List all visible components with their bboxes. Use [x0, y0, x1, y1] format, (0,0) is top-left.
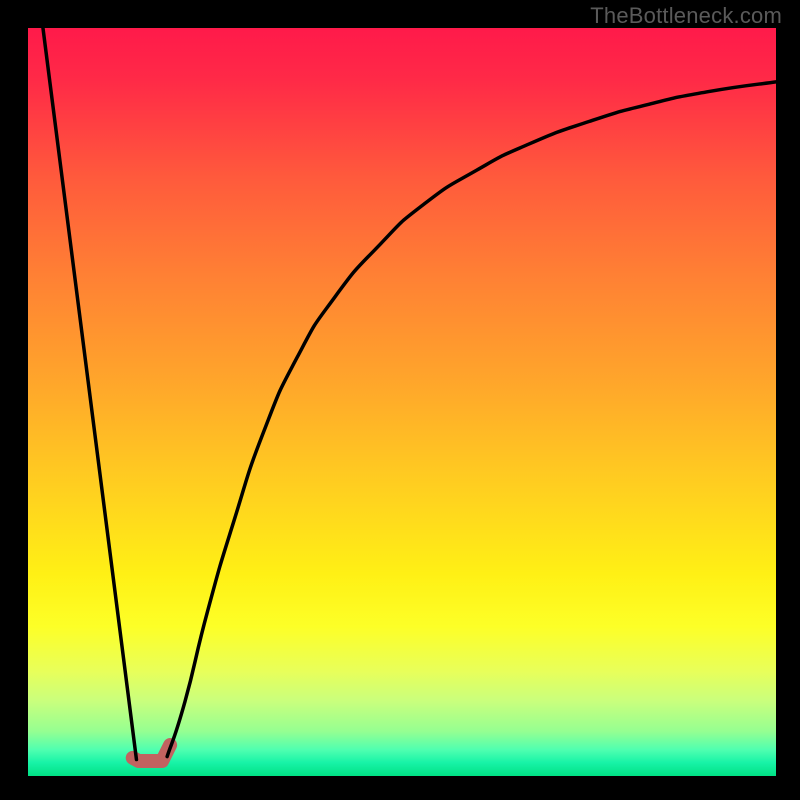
figure-container: TheBottleneck.com: [0, 0, 800, 800]
plot-area: [28, 28, 776, 776]
gradient-background: [28, 28, 776, 776]
plot-svg: [28, 28, 776, 776]
watermark-text: TheBottleneck.com: [590, 3, 782, 29]
